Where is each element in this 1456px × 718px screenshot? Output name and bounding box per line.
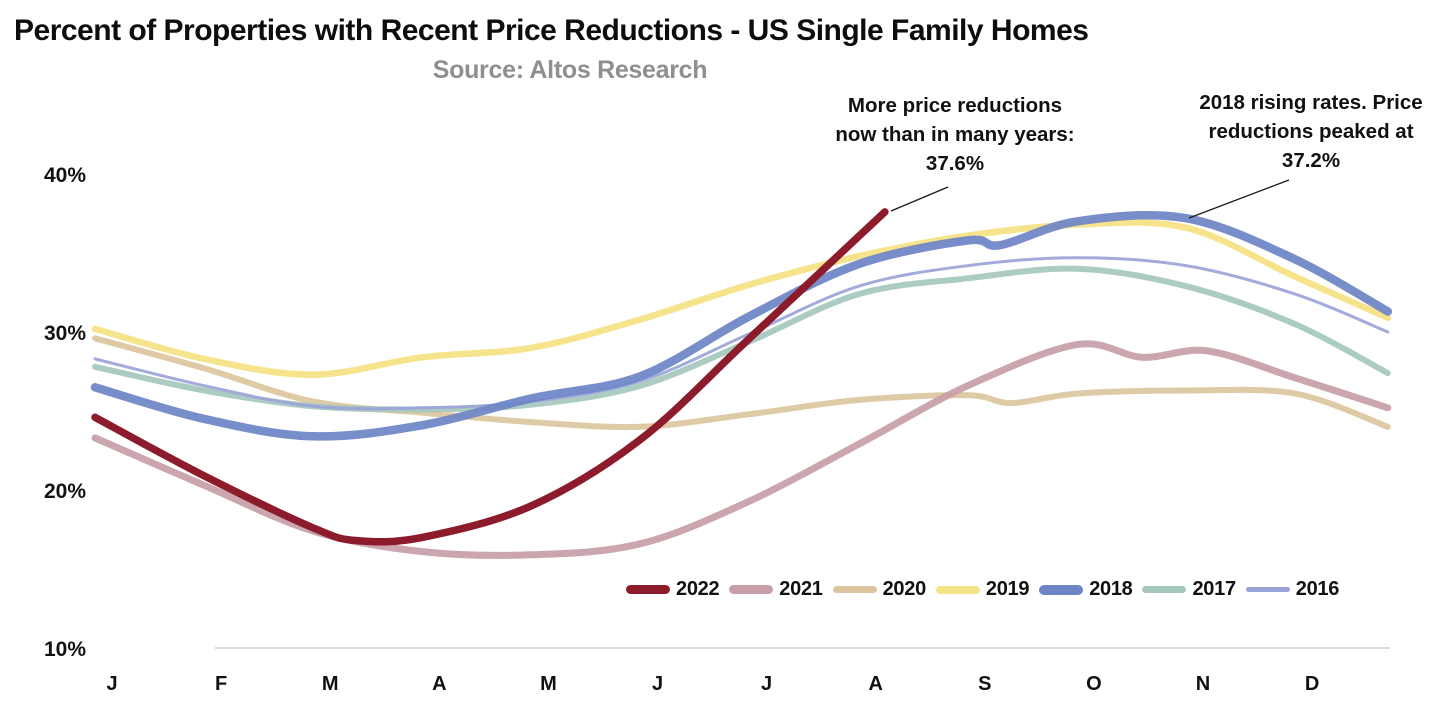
legend-item-2021: 2021 [729,578,823,601]
series-line-2016 [93,256,1390,411]
legend-swatch-2016 [1245,587,1290,592]
x-axis-month-label: J [761,673,772,695]
legend-swatch-2018 [1039,584,1084,595]
legend-swatch-2021 [729,585,774,594]
legend-item-2020: 2020 [832,578,927,601]
legend-label-2021: 2021 [779,578,823,600]
legend-swatch-2017 [1142,585,1187,594]
x-axis-month-label: O [1086,673,1102,695]
x-axis-month-label: S [978,673,991,695]
series-line-2022 [91,208,889,546]
legend-swatch-2022 [626,585,670,594]
x-axis-month-label: D [1305,673,1319,695]
y-axis-tick-label: 20% [44,480,86,503]
legend-label-2020: 2020 [882,578,927,600]
x-axis-month-label: J [652,673,663,695]
legend-item-2016: 2016 [1245,578,1340,601]
y-axis-tick-label: 10% [44,638,86,661]
legend-label-2019: 2019 [985,578,1030,600]
series-line-2018 [90,210,1393,441]
legend-swatch-2019 [935,585,980,594]
x-axis-month-label: A [868,673,882,695]
legend-label-2017: 2017 [1192,578,1236,600]
y-axis-tick-label: 40% [44,164,86,187]
annotation-2018-peak: 2018 rising rates. Price reductions peak… [1199,91,1423,172]
legend-swatch-2020 [832,585,877,594]
x-axis-month-label: F [215,673,227,695]
legend-item-2017: 2017 [1142,578,1236,601]
x-axis-month-label: J [106,673,117,695]
x-axis-month-label: M [322,673,339,695]
chart-legend: 2022 2021 2020 2019 2018 2017 2016 [626,578,1339,601]
x-axis-month-label: N [1196,673,1210,695]
annotation-callout-line-2022 [890,186,949,212]
legend-label-2016: 2016 [1295,578,1340,600]
legend-label-2018: 2018 [1089,578,1133,600]
annotation-callout-line-2018 [1188,179,1290,219]
y-axis-tick-label: 30% [44,322,86,345]
legend-item-2019: 2019 [935,578,1030,601]
chart-title: Percent of Properties with Recent Price … [14,14,1089,47]
series-line-2019 [91,219,1392,378]
x-axis-month-label: A [432,673,446,695]
annotation-2022-peak: More price reductions now than in many y… [835,94,1075,175]
x-axis-month-label: M [540,673,557,695]
legend-label-2022: 2022 [676,578,720,600]
legend-item-2022: 2022 [626,578,720,601]
series-line-2020 [92,335,1391,431]
legend-item-2018: 2018 [1039,578,1133,601]
chart-source-subtitle: Source: Altos Research [432,56,708,84]
